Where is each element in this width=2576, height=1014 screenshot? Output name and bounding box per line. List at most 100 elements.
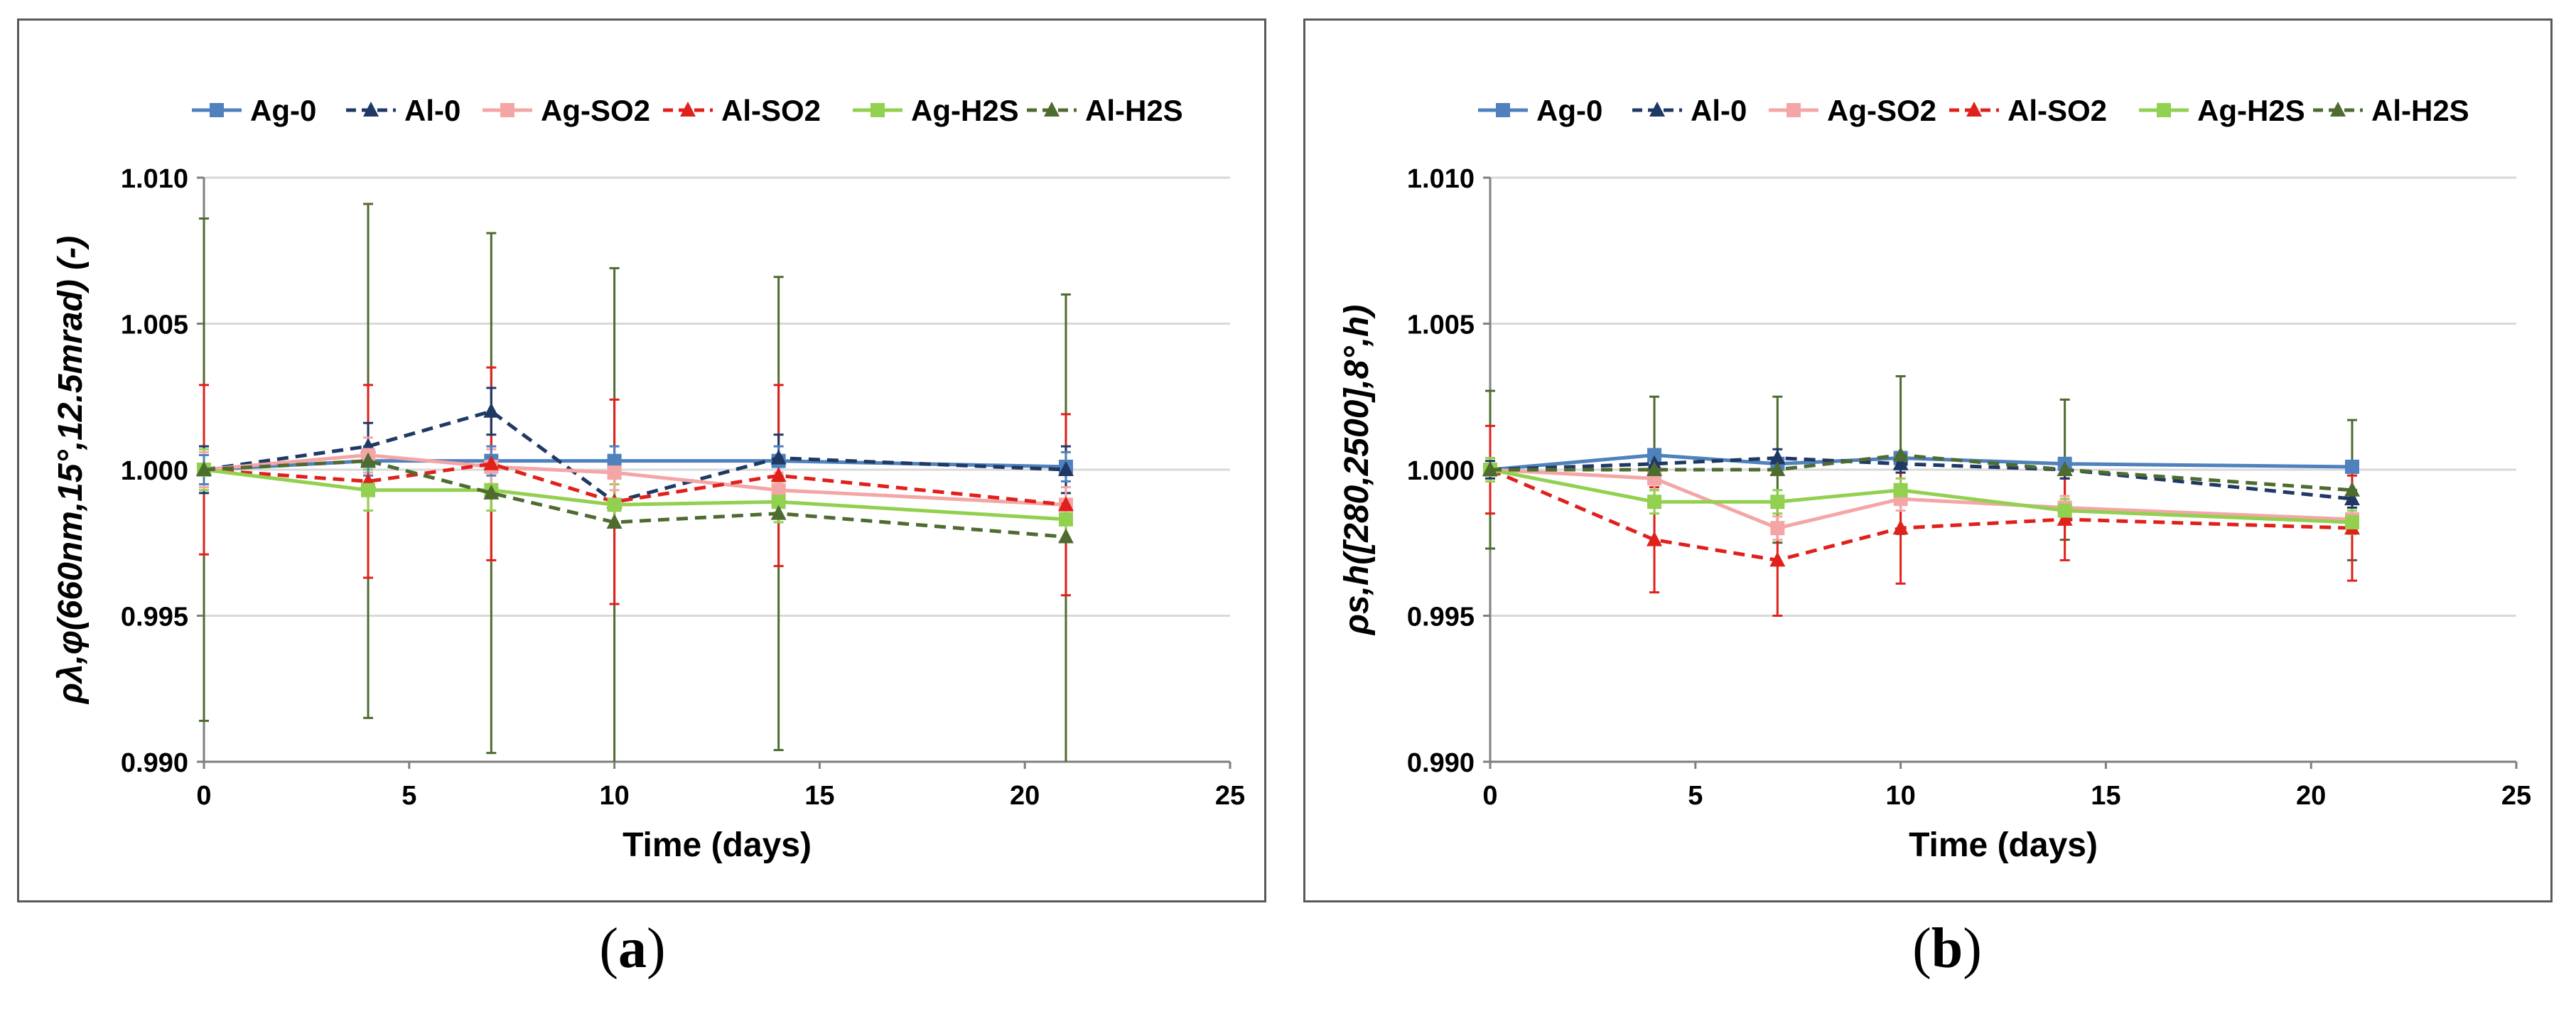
- series-ag-so2: [197, 448, 1073, 512]
- chart-panel-b: 0.990 0.995 1.000 1.005 1.010 0 5 10 15 20 25 Time …: [1303, 18, 2553, 902]
- data-point: [1769, 449, 1786, 465]
- data-point: [360, 452, 377, 468]
- legend-marker: [1044, 102, 1060, 117]
- legend: Ag-0 Al-0 Ag-SO2 Al-SO2 Ag-H2S Al-H2S: [192, 94, 1183, 127]
- legend-label: Ag-H2S: [2197, 94, 2305, 127]
- error-bars-al-h2s: [199, 203, 1071, 762]
- legend: Ag-0 Al-0 Ag-SO2 Al-SO2 Ag-H2S Al-H2S: [1478, 94, 2469, 127]
- y-tick-label: 1.010: [1407, 164, 1475, 194]
- legend-marker: [500, 103, 514, 117]
- x-tick-label: 0: [196, 781, 211, 811]
- x-axis-title: Time (days): [1909, 826, 2098, 864]
- legend-marker: [680, 102, 696, 117]
- data-point: [361, 482, 376, 497]
- legend-marker: [1966, 102, 1982, 117]
- data-point: [2344, 514, 2359, 529]
- data-point: [770, 505, 787, 520]
- data-point: [1058, 512, 1073, 527]
- x-tick-label: 15: [2091, 781, 2120, 811]
- data-point: [2344, 481, 2360, 497]
- x-tick-label: 5: [402, 781, 416, 811]
- data-point: [606, 513, 623, 529]
- series-line: [203, 453, 1067, 507]
- x-tick-label: 25: [1215, 781, 1245, 811]
- caption-b-close: ): [1963, 917, 1982, 980]
- data-point: [2344, 459, 2359, 474]
- x-tick-label: 20: [2296, 781, 2326, 811]
- legend-marker: [871, 103, 885, 117]
- y-tick-label: 1.000: [1407, 456, 1475, 486]
- series-line: [1489, 453, 2352, 472]
- data-point: [771, 495, 786, 509]
- y-tick-label: 0.995: [1407, 603, 1475, 632]
- y-axis-title: ρλ,φ(660nm,15°,12.5mrad) (-): [52, 236, 90, 705]
- error-bars-ag-0: [1485, 448, 2357, 477]
- data-point: [607, 497, 622, 512]
- series-line: [1489, 468, 2353, 562]
- series-al-h2s: [1482, 446, 2360, 497]
- data-point: [771, 482, 786, 497]
- x-tick-label: 20: [1010, 781, 1040, 811]
- data-point: [770, 467, 787, 482]
- data-point: [1770, 521, 1785, 536]
- x-axis-title: Time (days): [623, 826, 812, 864]
- data-point: [1770, 495, 1785, 509]
- chart-a: 0.990 0.995 1.000 1.005 1.010 0 5 10 15 20 25 Time …: [52, 94, 1245, 864]
- data-point: [1893, 482, 1908, 497]
- data-point: [1892, 446, 1909, 462]
- data-point: [2057, 461, 2073, 476]
- data-point: [1769, 461, 1786, 476]
- legend-marker: [2330, 102, 2346, 117]
- error-bars-al-h2s: [1485, 374, 2357, 561]
- chart-panel-a: 0.990 0.995 1.000 1.005 1.010 0 5 10 15 20 25 Time …: [17, 18, 1266, 902]
- plot-area: [1482, 374, 2360, 617]
- x-tick-label: 10: [599, 781, 629, 811]
- legend-marker: [210, 103, 224, 117]
- data-point: [196, 461, 212, 476]
- legend-marker: [1649, 102, 1665, 117]
- data-point: [607, 465, 622, 480]
- data-point: [1057, 461, 1074, 476]
- series-line: [203, 468, 1067, 522]
- plot-area: [196, 203, 1074, 762]
- x-tick-label: 15: [804, 781, 834, 811]
- legend-label: Ag-SO2: [1827, 94, 1936, 127]
- error-bars-ag-so2: [199, 436, 1071, 524]
- legend-label: Ag-SO2: [541, 94, 650, 127]
- caption-a-letter: a: [618, 917, 647, 980]
- x-tick-label: 10: [1885, 781, 1915, 811]
- series-ag-0: [1483, 448, 2359, 477]
- series-line: [203, 459, 1067, 539]
- series-line: [1490, 453, 2353, 492]
- data-point: [1892, 455, 1909, 470]
- data-point: [1057, 528, 1074, 544]
- error-bars-al-so2: [1485, 424, 2357, 617]
- series-ag-h2s: [1483, 463, 2359, 529]
- caption-b: (b): [1876, 917, 2018, 981]
- data-point: [1057, 496, 1074, 512]
- caption-b-letter: b: [1931, 917, 1963, 980]
- legend-label: Ag-H2S: [911, 94, 1019, 127]
- caption-a-close: ): [647, 917, 666, 980]
- data-point: [1647, 461, 1663, 476]
- legend-marker: [363, 102, 379, 117]
- legend-label: Al-SO2: [2008, 94, 2107, 127]
- y-tick-label: 1.000: [121, 456, 188, 486]
- legend-marker: [1787, 103, 1801, 117]
- x-tick-label: 25: [2501, 781, 2531, 811]
- data-point: [1482, 461, 1498, 476]
- y-tick-label: 0.990: [121, 748, 188, 778]
- caption-a-open: (: [599, 917, 618, 980]
- y-tick-label: 0.990: [1407, 748, 1475, 778]
- series-line: [1489, 468, 2353, 530]
- y-tick-label: 0.995: [121, 603, 188, 632]
- y-tick-label: 1.005: [121, 311, 188, 340]
- legend-label: Al-H2S: [2371, 94, 2469, 127]
- series-line: [203, 462, 1067, 507]
- caption-a: (a): [561, 917, 704, 981]
- series-line: [1489, 456, 2353, 501]
- series-line: [1489, 468, 2353, 524]
- y-tick-label: 1.010: [121, 164, 188, 194]
- legend-marker: [1496, 103, 1510, 117]
- legend-label: Ag-0: [250, 94, 316, 127]
